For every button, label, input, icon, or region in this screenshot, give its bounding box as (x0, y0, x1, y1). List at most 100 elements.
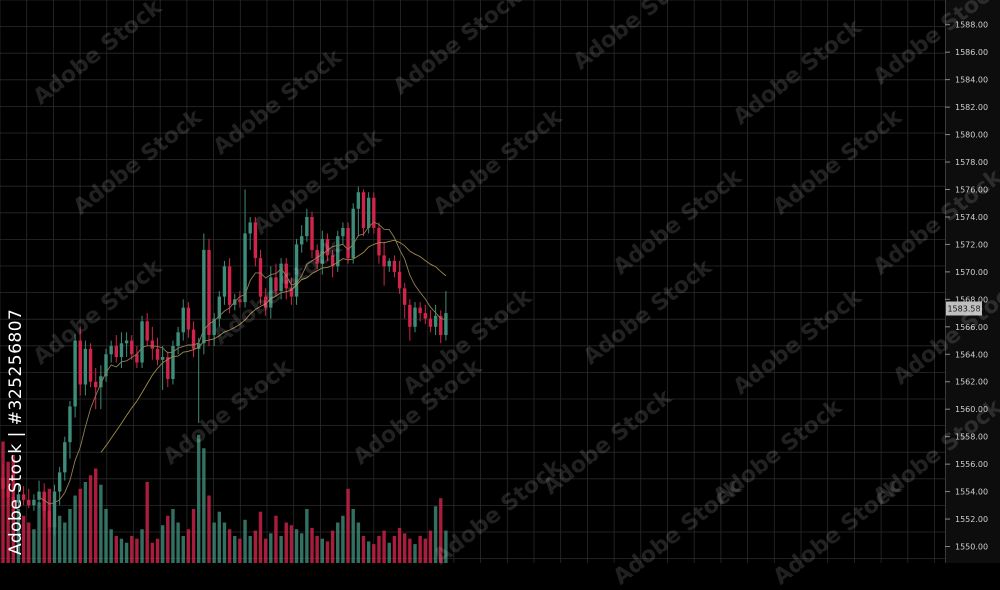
price-axis-ticks: 1588.00 1586.00 1584.00 1582.00 1580.00 1578.… (945, 21, 988, 552)
candle-body (109, 346, 113, 355)
candle-body (130, 340, 134, 355)
volume-bar (83, 482, 88, 563)
price-tick-label: 1570.00 (955, 268, 988, 277)
volume-bar (155, 538, 160, 563)
price-tick-label: 1560.00 (955, 405, 988, 414)
candle-body (238, 299, 242, 303)
candle-body (325, 238, 330, 256)
candle-body (171, 346, 175, 379)
volume-bar (73, 495, 77, 563)
price-tag-value: 1583.58 (947, 305, 980, 314)
candle-body (444, 313, 448, 336)
candle-body (207, 249, 211, 336)
candlestick-chart: 1588.00 1586.00 1584.00 1582.00 1580.00 1578.… (0, 0, 1000, 563)
candle-body (372, 197, 376, 228)
volume-bar (351, 509, 355, 563)
candle-body (186, 307, 191, 330)
candle-body (300, 236, 304, 245)
ma-line-slow (100, 239, 447, 453)
volume-bar (166, 515, 170, 563)
volume-bar (263, 538, 268, 563)
volume-bar (57, 515, 62, 563)
price-axis-panel (945, 0, 1000, 563)
candle-body (356, 192, 361, 209)
volume-bar (444, 530, 448, 563)
volume-bar (1, 441, 5, 563)
volume-bar (42, 495, 46, 563)
volume-bar (176, 522, 180, 563)
candle-body (88, 348, 93, 382)
candle-body (32, 499, 36, 506)
candle-body (212, 318, 216, 336)
candle-body (73, 340, 77, 407)
candle-body (145, 321, 149, 341)
volume-bar (32, 529, 36, 563)
volume-bar (104, 509, 108, 563)
candle-body (243, 233, 247, 303)
volume-bar (258, 511, 263, 563)
volume-bar (222, 522, 227, 563)
price-tag-background (946, 301, 982, 316)
candle-body (341, 227, 345, 237)
candle-body (397, 271, 402, 289)
volume-bar (160, 525, 165, 563)
candle-body (346, 227, 350, 259)
volume-bar (279, 536, 283, 563)
price-tick-label: 1574.00 (955, 213, 988, 222)
volume-bar (233, 536, 237, 563)
volume-bar (423, 538, 427, 563)
volume-bar (284, 522, 288, 563)
candle-body (181, 307, 185, 333)
candle-body (1, 477, 5, 489)
volume-bar (392, 536, 397, 563)
price-tick-label: 1566.00 (955, 323, 988, 332)
candle-body (361, 192, 366, 228)
volume-bar (6, 461, 10, 563)
volume-bar (145, 482, 149, 563)
volume-bar (181, 536, 185, 563)
candle-body (68, 406, 72, 443)
volume-bar (366, 541, 371, 563)
candle-body (433, 315, 438, 327)
candle-body (305, 216, 309, 237)
candle-body (155, 348, 160, 360)
volume-bar (413, 544, 417, 563)
volume-bar (320, 538, 324, 563)
candle-body (27, 499, 31, 506)
volume-bar (274, 515, 278, 563)
candle-body (279, 263, 283, 292)
candle-body (408, 304, 412, 327)
candle-body (248, 222, 252, 234)
candle-body (191, 329, 196, 349)
volume-bar (289, 525, 294, 563)
candle-body (47, 510, 52, 528)
candle-body (403, 288, 407, 305)
volume-bar (171, 509, 175, 563)
candle-body (294, 244, 299, 297)
candle-body (124, 340, 129, 344)
volume-bar (150, 542, 155, 563)
volume-bar (387, 542, 391, 563)
candle-body (310, 216, 314, 250)
stock-id-label: Adobe Stock | #325256807 (6, 308, 26, 555)
candle-body (413, 307, 417, 327)
volume-bar (21, 515, 26, 563)
volume-bar (330, 530, 335, 563)
volume-bar (109, 529, 113, 563)
volume-bar (99, 484, 103, 563)
grid-lines (0, 0, 945, 563)
volume-bar (130, 536, 134, 563)
candle-body (439, 315, 443, 336)
candle-body (227, 266, 232, 305)
volume-bar (372, 544, 376, 563)
candle-body (37, 491, 41, 500)
volume-bar (52, 522, 57, 563)
candle-body (11, 497, 15, 503)
price-tick-label: 1558.00 (955, 433, 988, 442)
candle-body (94, 381, 98, 388)
candle-body (197, 343, 201, 349)
volume-bar (63, 522, 67, 563)
candle-body (21, 494, 26, 500)
candle-body (99, 376, 103, 388)
volume-bar (418, 536, 422, 563)
